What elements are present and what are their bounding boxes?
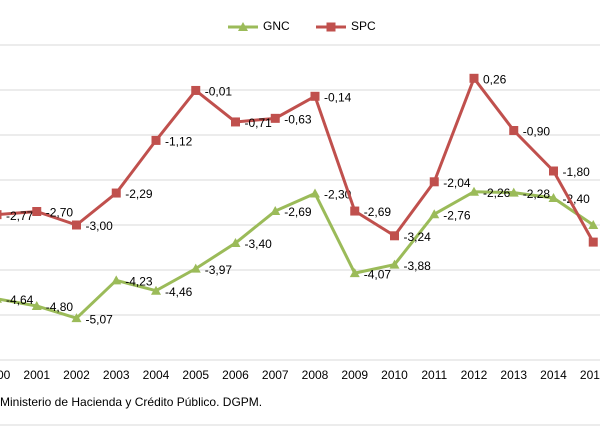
data-label: -2,30 [324,188,352,202]
data-label: -3,00 [86,219,114,233]
data-point [469,73,479,83]
data-point [31,301,42,310]
data-point [72,220,81,230]
data-point [588,220,599,229]
x-tick-label: 2008 [302,368,329,382]
data-point [0,299,2,303]
x-tick-label: 2010 [381,368,408,382]
data-label: -4,64 [6,293,34,307]
x-tick-label: 2006 [222,368,249,382]
data-point [310,91,320,101]
data-label: 0,26 [483,72,507,86]
data-label: -4,23 [125,275,153,289]
data-point [71,313,82,323]
x-tick-label: 2011 [421,368,447,382]
data-label: -4,80 [46,300,74,314]
data-label: -2,04 [443,176,471,190]
data-point [111,275,122,285]
data-point [429,177,439,187]
data-point [508,187,519,197]
series-line [0,75,595,243]
x-tick-label: 2012 [461,368,488,382]
data-point [32,207,42,216]
data-point [0,210,2,220]
data-label: -2,69 [364,205,392,219]
x-tick-label: 2009 [341,368,368,382]
x-tick-label: 2014 [540,368,567,382]
data-point [270,206,281,216]
legend-marker [238,22,248,31]
data-label: -0,63 [284,113,312,127]
legend-marker [326,22,336,32]
data-label: -0,14 [324,90,352,104]
data-label: -4,07 [364,267,392,281]
data-point [111,188,121,198]
data-label: -1,12 [165,135,193,149]
x-tick-label: 2002 [63,368,90,382]
data-point [349,268,360,278]
data-label: -1,80 [563,165,591,179]
data-label: -0,90 [523,125,551,139]
data-label: -5,07 [86,312,114,326]
data-label: -3,24 [404,230,432,244]
data-point [429,209,440,219]
data-point [231,117,240,127]
data-point [588,237,598,247]
x-tick-label: 2015 [580,368,600,382]
data-label: -0,71 [245,116,273,130]
data-label: -2,28 [523,187,551,201]
data-label: -3,88 [404,259,432,273]
source-note: Ministerio de Hacienda y Crédito Público… [0,395,262,409]
data-point [270,113,280,123]
x-tick-label: 2005 [182,368,209,382]
data-label: -2,40 [563,192,591,206]
data-point [190,263,201,273]
legend: GNC SPC [228,19,376,33]
x-tick-label: 2001 [23,368,50,382]
data-label: -3,40 [245,237,273,251]
data-point [389,259,400,269]
x-tick-label: 2003 [103,368,130,382]
x-tick-label: 2007 [262,368,289,382]
data-label: -2,76 [443,208,471,222]
data-point [191,85,201,95]
data-point [509,126,519,135]
data-point [350,206,360,216]
data-label: -2,69 [284,205,312,219]
x-tick-label: 2004 [143,368,170,382]
data-label: -2,29 [125,187,153,201]
legend-label: GNC [263,19,290,33]
data-point [151,285,161,295]
data-label: -2,26 [483,186,511,200]
data-point [469,186,479,196]
data-point [151,135,161,145]
data-label: -3,97 [205,263,233,277]
data-point [390,231,399,241]
series-line [0,190,595,320]
data-label: -0,01 [205,85,233,99]
data-point [310,188,320,198]
data-label: -2,70 [46,206,74,220]
data-point [549,166,558,176]
data-label: -2,77 [6,209,34,223]
x-tick-label: 2013 [500,368,527,382]
data-point [230,238,241,247]
x-tick-label: 2000 [0,368,11,382]
legend-label: SPC [351,19,376,33]
data-label: -4,46 [165,285,193,299]
data-point [548,193,559,202]
